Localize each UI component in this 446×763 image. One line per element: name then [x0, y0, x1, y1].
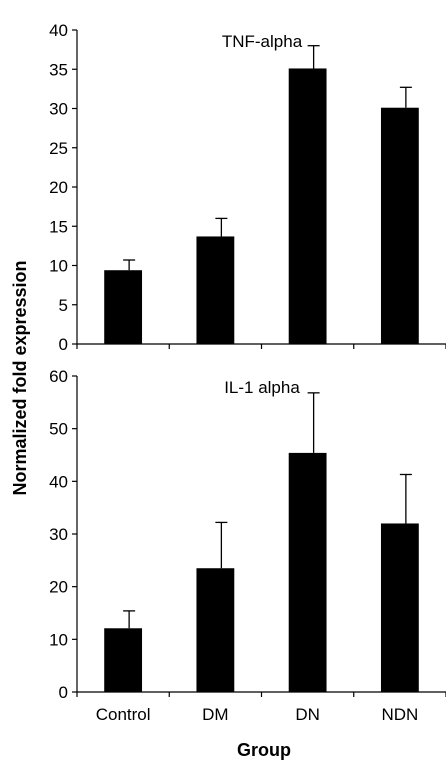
x-tick-label: NDN: [381, 705, 418, 724]
y-axis-title: Normalized fold expression: [10, 260, 30, 495]
y-tick-label: 10: [49, 257, 68, 276]
x-tick-label: DM: [202, 705, 228, 724]
bar-dn: [288, 68, 327, 344]
bar-dm: [196, 568, 235, 692]
bar-control: [104, 270, 143, 344]
panel-title: IL-1 alpha: [224, 378, 300, 397]
tnf-alpha-panel: TNF-alpha 0 5 10 15 20 25 30 35 40: [49, 21, 446, 354]
y-tick-label: 30: [49, 100, 68, 119]
y-tick-label: 40: [49, 472, 68, 491]
y-tick-label: 0: [59, 683, 68, 702]
y-tick-label: 20: [49, 578, 68, 597]
bar-ndn: [380, 107, 419, 344]
bar-control: [104, 628, 143, 692]
y-tick-label: 30: [49, 525, 68, 544]
y-tick-label: 15: [49, 217, 68, 236]
y-tick-label: 25: [49, 139, 68, 158]
x-tick-label: Control: [96, 705, 151, 724]
y-tick-label: 20: [49, 178, 68, 197]
bar-dm: [196, 236, 235, 344]
y-tick-label: 50: [49, 420, 68, 439]
y-tick-label: 35: [49, 60, 68, 79]
y-tick-label: 60: [49, 367, 68, 386]
x-axis-title: Group: [237, 740, 291, 760]
bar-dn: [288, 452, 327, 692]
y-tick-label: 40: [49, 21, 68, 40]
bar-ndn: [380, 523, 419, 692]
y-tick-label: 0: [59, 335, 68, 354]
x-tick-label: DN: [295, 705, 320, 724]
il-1-alpha-panel: IL-1 alpha 0 10 20 30 40 50 60 Control DM DN NDN: [49, 367, 446, 724]
y-tick-label: 5: [59, 296, 68, 315]
panel-title: TNF-alpha: [222, 32, 303, 51]
y-tick-label: 10: [49, 630, 68, 649]
